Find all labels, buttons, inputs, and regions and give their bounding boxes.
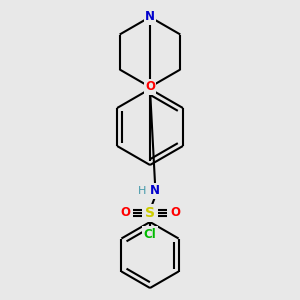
Text: N: N [150,184,160,197]
Text: Cl: Cl [144,227,156,241]
Text: O: O [120,206,130,220]
Text: H: H [138,186,146,196]
Text: N: N [145,11,155,23]
Text: S: S [145,206,155,220]
Text: O: O [145,80,155,94]
Text: O: O [170,206,180,220]
